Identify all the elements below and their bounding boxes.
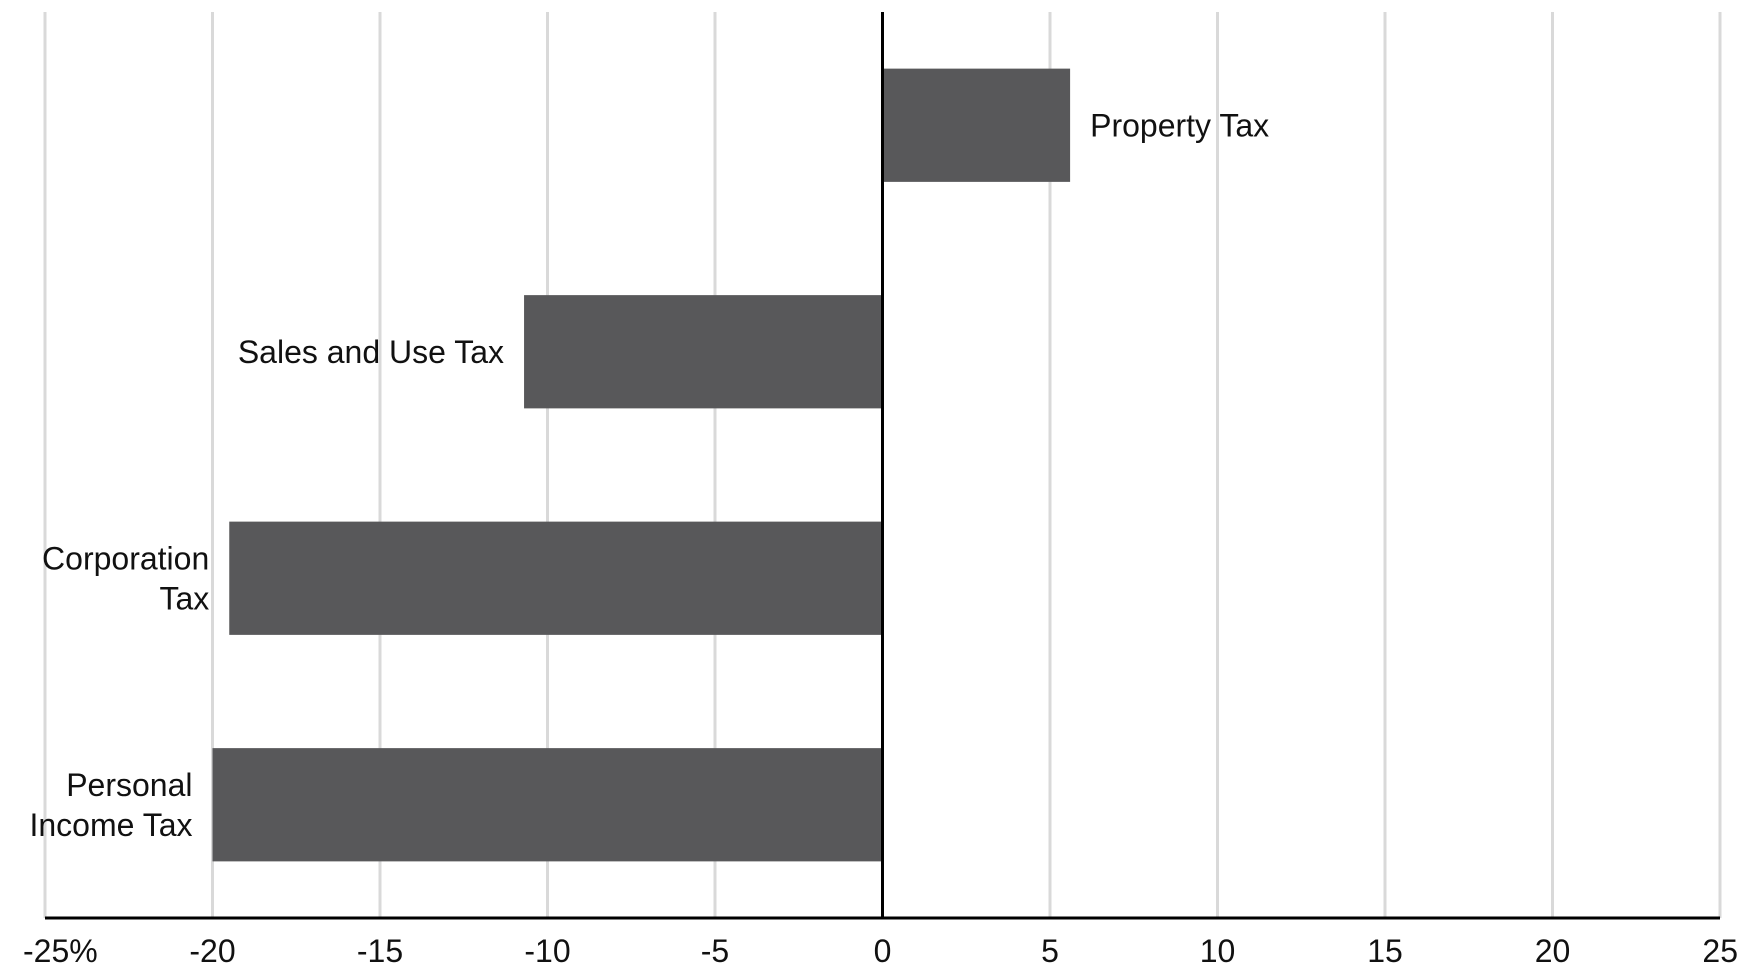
category-label: Corporation Tax [42,540,209,616]
bars [212,68,1071,862]
x-tick-label: 10 [1200,933,1236,968]
x-tick-label: -25% [23,933,98,968]
category-label-line: Tax [159,580,209,616]
x-tick-label: 5 [1041,933,1059,968]
x-tick-label: 15 [1367,933,1403,968]
bar [212,748,883,862]
category-label-line: Corporation [42,540,209,576]
category-label-line: Property Tax [1090,107,1269,143]
category-label-line: Sales and Use Tax [238,334,504,370]
x-tick-label: -10 [524,933,570,968]
x-tick-label: -15 [357,933,403,968]
category-label-line: Income Tax [29,807,192,843]
category-label: Property Tax [1090,107,1269,143]
category-label: Sales and Use Tax [238,334,504,370]
x-tick-labels: -25% -20 -15 -10 -5 0 5 10 15 20 25 [23,933,1738,969]
category-label: Personal Income Tax [29,767,192,843]
bar [524,295,883,409]
x-tick-label: 0 [874,933,892,968]
bar [882,68,1071,182]
x-tick-label: 25 [1702,933,1738,968]
x-tick-label: -20 [189,933,235,968]
category-label-line: Personal [66,767,192,803]
category-labels: Property Tax Sales and Use Tax Corporation… [29,107,1269,843]
x-tick-label: -5 [701,933,729,968]
bar [229,521,883,635]
x-tick-label: 20 [1535,933,1571,968]
axes [45,12,1720,920]
